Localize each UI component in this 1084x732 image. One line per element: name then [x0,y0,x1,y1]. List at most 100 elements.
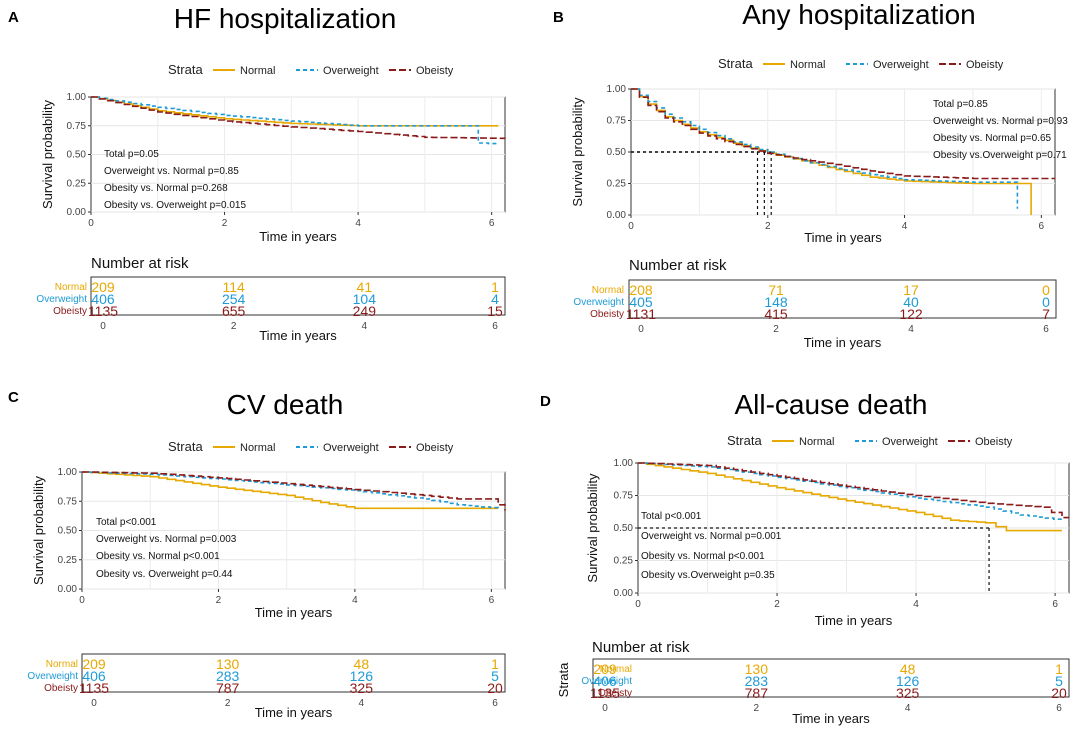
chart-title: All-cause death [734,389,927,420]
x-tick-label: 0 [628,221,634,232]
risk-x-tick-label: 6 [1056,703,1062,714]
km-curve-normal [638,462,1062,532]
p-value-annotation: Total p=0.05 [104,149,159,160]
panel-letter: C [8,389,19,406]
risk-row-label-obesity: Obeisty [598,688,632,699]
legend-label-obesity: Obeisty [416,65,454,77]
risk-count: 40 [903,294,919,310]
p-value-annotation: Obesity vs. Normal p=0.268 [104,183,228,194]
risk-table-title: Number at risk [91,255,189,272]
legend-label-obesity: Obeisty [975,436,1013,448]
risk-x-axis-title: Time in years [792,711,870,726]
chart-title: HF hospitalization [174,3,397,34]
risk-x-tick-label: 4 [359,698,365,709]
p-value-annotation: Obesity vs. Normal p<0.001 [96,551,220,562]
y-tick-label: 0.25 [607,179,627,190]
plot-area: 1.00 0.75 0.50 0.25 0.000 2 4 6 Survival probabi… [40,92,506,244]
risk-x-axis-title: Time in years [255,705,333,720]
risk-count: 1131 [626,306,656,322]
p-value-annotation: Obesity vs. Normal p<0.001 [641,551,765,562]
p-value-annotation: Overweight vs. Normal p=0.93 [933,116,1068,127]
km-curve-normal [82,471,499,510]
legend-title: Strata [718,56,753,71]
x-tick-label: 0 [88,218,94,229]
risk-count: 209 [82,656,106,672]
risk-x-tick-label: 0 [638,324,644,335]
y-axis-title: Survival probability [570,97,585,207]
y-tick-label: 0.25 [58,555,78,566]
risk-count: 1135 [590,685,620,701]
risk-count: 1135 [88,303,118,319]
y-tick-label: 0.75 [58,496,78,507]
risk-count: 20 [487,680,503,696]
risk-count: 17 [903,282,919,298]
legend-title: Strata [727,433,762,448]
y-tick-label: 0.25 [67,178,87,189]
x-tick-label: 2 [216,595,222,606]
legend: Strata Normal Overweight Obeisty [718,56,1004,71]
p-value-annotation: Overweight vs. Normal p=0.001 [641,531,782,542]
risk-count: 1 [491,656,499,672]
legend-label-overweight: Overweight [323,442,379,454]
y-tick-label: 1.00 [607,84,627,95]
plot-area: 1.00 0.75 0.50 0.25 0.000 2 4 6 Survival probabi… [585,458,1070,628]
risk-count: 48 [900,661,916,677]
km-curve-overweight [91,96,500,145]
km-curve-normal [631,88,1032,215]
km-curve-obesity [91,96,506,140]
y-tick-label: 1.00 [614,458,634,469]
risk-count: 130 [745,661,769,677]
risk-row-label-normal: Normal [592,285,624,296]
y-tick-label: 0.00 [607,210,627,221]
legend-label-overweight: Overweight [873,59,929,71]
plot-area: 1.00 0.75 0.50 0.25 0.000 2 4 6 Survival probabi… [31,467,506,620]
panel-letter: A [8,9,19,26]
p-value-annotation: Overweight vs. Normal p=0.85 [104,166,239,177]
x-tick-label: 2 [222,218,228,229]
risk-row-label-normal: Normal [46,659,78,670]
risk-count: 406 [91,291,115,307]
p-value-annotation: Total p<0.001 [96,517,157,528]
p-value-annotation: Total p=0.85 [933,99,988,110]
y-tick-label: 1.00 [67,92,87,103]
risk-count: 0 [1042,294,1050,310]
y-axis-title: Survival probability [585,473,600,583]
y-tick-label: 0.50 [67,150,87,161]
km-curve-obesity [638,462,1069,519]
y-tick-label: 0.75 [607,116,627,127]
y-axis-title: Survival probability [40,99,55,209]
x-tick-label: 6 [489,595,495,606]
risk-x-tick-label: 0 [91,698,97,709]
p-value-annotation: Total p<0.001 [641,511,702,522]
risk-x-tick-label: 2 [754,703,760,714]
risk-x-tick-label: 2 [225,698,231,709]
risk-table-frame [81,653,506,693]
risk-x-tick-label: 4 [362,321,368,332]
x-axis-title: Time in years [259,229,337,244]
legend-label-obesity: Obeisty [966,59,1004,71]
risk-x-tick-label: 0 [100,321,106,332]
x-tick-label: 6 [1052,599,1058,610]
risk-count: 41 [357,279,373,295]
risk-row-label-obesity: Obeisty [53,306,87,317]
risk-table-frame [592,658,1070,698]
risk-count: 4 [491,291,499,307]
p-value-annotation: Obesity vs.Overweight p=0.71 [933,150,1067,161]
risk-x-tick-label: 2 [773,324,779,335]
x-tick-label: 2 [765,221,771,232]
risk-count: 1 [1055,661,1063,677]
p-value-annotation: Obesity vs. Overweight p=0.015 [104,200,246,211]
risk-table-title: Number at risk [629,257,727,274]
risk-count: 130 [216,656,240,672]
risk-x-tick-label: 6 [492,698,498,709]
risk-count: 5 [491,668,499,684]
p-value-annotation: Obesity vs. Normal p=0.65 [933,133,1052,144]
risk-count: 254 [222,291,246,307]
panel-letter: D [540,393,551,410]
risk-row-label-overweight: Overweight [36,294,87,305]
risk-count: 1 [491,279,499,295]
